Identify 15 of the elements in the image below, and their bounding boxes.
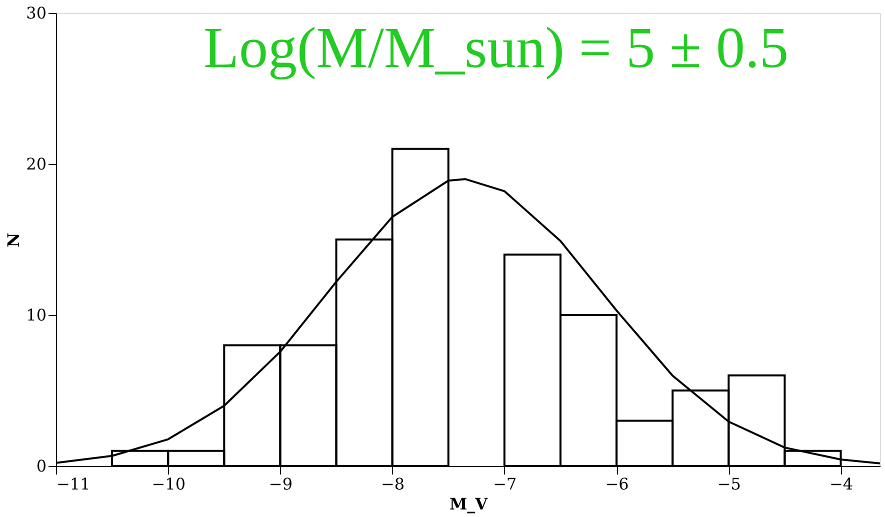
x-tick-label: −5 [717,474,741,494]
x-axis-title: M_V [449,494,488,514]
x-tick-label: −9 [268,474,293,494]
x-tick-label: −8 [381,474,405,494]
x-tick-label: −7 [493,474,517,494]
x-tick-label: −6 [605,474,629,494]
x-tick-label: −11 [56,474,90,494]
y-axis-title: N [4,232,24,248]
x-tick-label: −10 [152,474,186,494]
annotation: Log(M/M_sun) = 5 ± 0.5 [204,15,788,80]
y-tick-label: 10 [26,306,46,324]
y-tick-label: 0 [36,456,46,476]
y-tick-label: 20 [26,154,46,174]
x-tick-label: −4 [829,474,854,494]
y-tick-label: 30 [26,4,46,22]
